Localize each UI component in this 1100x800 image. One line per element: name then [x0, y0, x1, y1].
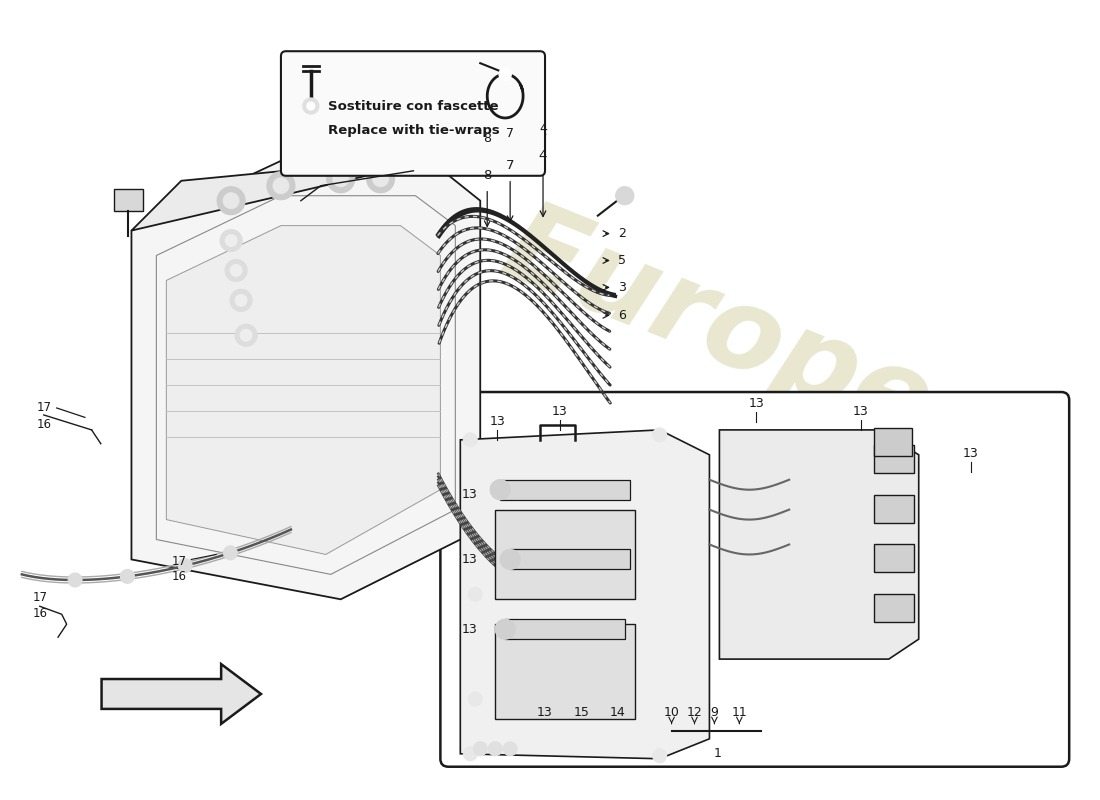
Text: 3: 3: [618, 281, 626, 294]
Text: 13: 13: [552, 405, 568, 418]
Polygon shape: [719, 430, 918, 659]
Circle shape: [503, 742, 517, 756]
Circle shape: [307, 102, 315, 110]
Polygon shape: [132, 161, 481, 599]
Text: 13: 13: [462, 553, 477, 566]
Circle shape: [223, 546, 238, 560]
Text: 13: 13: [537, 706, 553, 719]
Circle shape: [68, 573, 82, 587]
Circle shape: [273, 178, 289, 194]
Text: 10: 10: [663, 706, 680, 719]
Circle shape: [230, 290, 252, 311]
Text: 8: 8: [483, 170, 492, 182]
Text: 16: 16: [36, 418, 52, 431]
Text: 17: 17: [36, 402, 52, 414]
Text: 9: 9: [711, 706, 718, 719]
Circle shape: [240, 330, 252, 342]
Bar: [113, 189, 143, 210]
Circle shape: [495, 619, 515, 639]
Circle shape: [652, 428, 667, 442]
Text: 4: 4: [539, 122, 547, 135]
Circle shape: [217, 186, 245, 214]
Circle shape: [652, 749, 667, 762]
Circle shape: [178, 558, 192, 573]
Polygon shape: [166, 226, 440, 554]
Circle shape: [373, 170, 388, 186]
Circle shape: [473, 742, 487, 756]
Circle shape: [463, 746, 477, 761]
Bar: [873, 494, 914, 522]
Bar: [873, 545, 914, 572]
Circle shape: [267, 172, 295, 200]
Text: 16: 16: [32, 606, 47, 620]
Circle shape: [499, 68, 512, 80]
Circle shape: [226, 234, 238, 246]
Circle shape: [327, 165, 354, 193]
Circle shape: [302, 98, 319, 114]
Circle shape: [488, 742, 503, 756]
Text: 2: 2: [618, 227, 626, 240]
Text: 13: 13: [462, 488, 477, 501]
Circle shape: [366, 165, 395, 193]
Circle shape: [469, 692, 482, 706]
Circle shape: [220, 230, 242, 251]
Text: 13: 13: [962, 446, 978, 460]
Circle shape: [100, 444, 110, 454]
Text: 15: 15: [574, 706, 590, 719]
Text: 13: 13: [852, 405, 869, 418]
Bar: [495, 510, 635, 599]
Text: 4: 4: [539, 150, 547, 162]
Circle shape: [235, 324, 257, 346]
Text: 11: 11: [732, 706, 747, 719]
Text: 7: 7: [506, 127, 514, 141]
Circle shape: [226, 259, 248, 282]
Bar: [500, 480, 629, 500]
Text: a passion for parts since 1985: a passion for parts since 1985: [471, 419, 889, 520]
Text: 12: 12: [686, 706, 703, 719]
Bar: [873, 445, 914, 473]
Text: 6: 6: [618, 309, 626, 322]
Circle shape: [86, 414, 98, 426]
Bar: [510, 550, 629, 570]
FancyBboxPatch shape: [440, 392, 1069, 766]
Text: Replace with tie-wraps: Replace with tie-wraps: [328, 125, 499, 138]
Circle shape: [616, 186, 634, 205]
Text: 14: 14: [609, 706, 626, 719]
FancyBboxPatch shape: [280, 51, 544, 176]
Circle shape: [333, 170, 349, 186]
Circle shape: [463, 433, 477, 447]
Bar: [505, 619, 625, 639]
Circle shape: [223, 193, 239, 209]
Text: 13: 13: [490, 415, 505, 428]
Text: 17: 17: [172, 555, 186, 568]
Text: 17: 17: [32, 591, 47, 604]
Bar: [873, 594, 914, 622]
Circle shape: [469, 587, 482, 602]
Text: Europes: Europes: [487, 191, 1011, 489]
Circle shape: [230, 265, 242, 277]
Polygon shape: [132, 156, 440, 230]
Text: 13: 13: [462, 622, 477, 636]
Circle shape: [500, 550, 520, 570]
Circle shape: [235, 294, 248, 306]
Polygon shape: [101, 664, 261, 724]
Circle shape: [491, 480, 510, 500]
Text: 13: 13: [748, 397, 764, 410]
Text: 8: 8: [483, 133, 492, 146]
Bar: [873, 428, 912, 456]
Bar: [495, 624, 635, 719]
Text: 16: 16: [172, 570, 186, 583]
Polygon shape: [460, 430, 710, 758]
Text: 1: 1: [714, 746, 722, 760]
Text: 7: 7: [506, 159, 515, 172]
Text: Sostituire con fascette: Sostituire con fascette: [328, 99, 498, 113]
Circle shape: [120, 570, 134, 583]
Text: 5: 5: [618, 254, 626, 267]
Circle shape: [47, 636, 58, 648]
